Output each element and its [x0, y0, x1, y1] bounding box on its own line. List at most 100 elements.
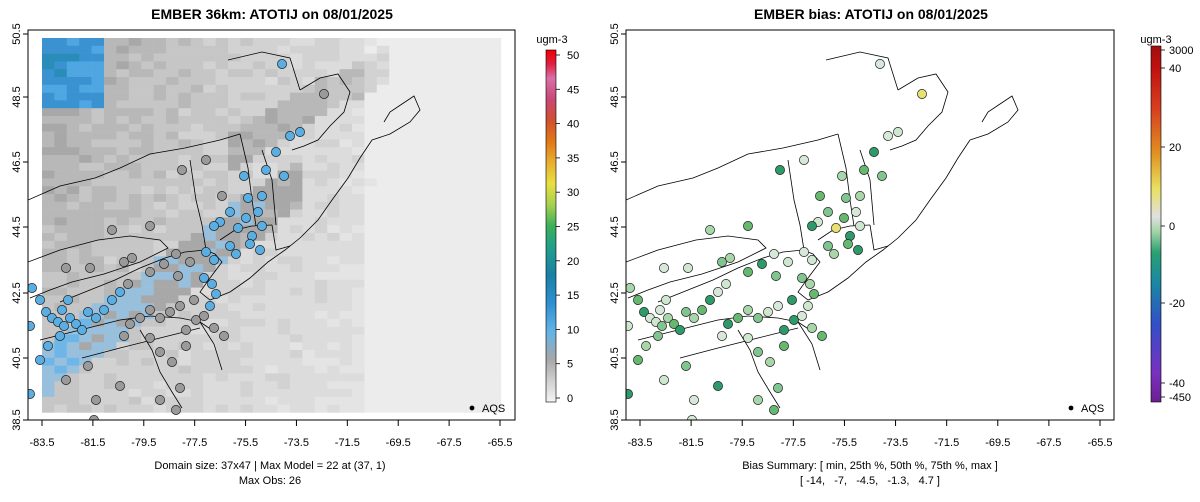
- grid-cell: [476, 84, 489, 93]
- grid-cell: [476, 334, 489, 343]
- left-title: EMBER 36km: ATOTIJ on 08/01/2025: [151, 6, 393, 22]
- grid-cell: [178, 147, 192, 156]
- grid-cell: [240, 264, 254, 273]
- station-marker: [209, 323, 219, 333]
- grid-cell: [488, 287, 502, 296]
- grid-cell: [178, 155, 192, 164]
- grid-cell: [389, 233, 402, 242]
- grid-cell: [389, 350, 402, 359]
- grid-cell: [339, 201, 353, 210]
- grid-cell: [79, 123, 92, 132]
- grid-cell: [91, 69, 105, 78]
- grid-cell: [91, 53, 105, 62]
- grid-cell: [327, 256, 340, 265]
- grid-cell: [327, 201, 340, 210]
- grid-cell: [178, 389, 192, 398]
- station-marker: [705, 225, 715, 235]
- grid-cell: [66, 45, 80, 54]
- grid-cell: [215, 303, 229, 312]
- grid-cell: [79, 256, 92, 265]
- grid-cell: [54, 194, 68, 203]
- grid-cell: [42, 131, 55, 140]
- grid-cell: [153, 373, 167, 382]
- grid-cell: [54, 38, 68, 47]
- grid-cell: [153, 84, 167, 93]
- grid-cell: [166, 233, 179, 242]
- grid-cell: [178, 404, 192, 413]
- grid-cell: [314, 170, 328, 179]
- grid-cell: [178, 84, 192, 93]
- grid-cell: [438, 201, 452, 210]
- grid-cell: [352, 92, 365, 101]
- grid-cell: [141, 240, 154, 249]
- grid-cell: [401, 186, 415, 195]
- left-aqs-legend-label: AQS: [482, 403, 505, 415]
- grid-cell: [128, 147, 142, 156]
- grid-cell: [414, 279, 427, 288]
- grid-cell: [302, 357, 316, 366]
- grid-cell: [252, 365, 266, 374]
- grid-cell: [215, 209, 229, 218]
- grid-cell: [190, 311, 204, 320]
- grid-cell: [128, 365, 142, 374]
- grid-cell: [327, 225, 340, 234]
- grid-cell: [252, 123, 266, 132]
- grid-cell: [240, 225, 254, 234]
- grid-cell: [42, 318, 55, 327]
- grid-cell: [463, 162, 477, 171]
- grid-cell: [327, 350, 340, 359]
- grid-cell: [240, 365, 254, 374]
- boundary-line: [261, 149, 277, 226]
- grid-cell: [463, 155, 477, 164]
- grid-cell: [128, 303, 142, 312]
- grid-cell: [376, 139, 390, 148]
- grid-cell: [488, 131, 502, 140]
- grid-cell: [376, 295, 390, 304]
- grid-cell: [128, 342, 142, 351]
- station-marker: [209, 255, 219, 265]
- grid-cell: [314, 303, 328, 312]
- grid-cell: [66, 233, 80, 242]
- grid-cell: [79, 381, 92, 390]
- station-marker: [787, 295, 797, 305]
- station-marker: [841, 193, 851, 203]
- grid-cell: [426, 201, 440, 210]
- grid-cell: [203, 100, 216, 109]
- grid-cell: [240, 147, 254, 156]
- grid-cell: [265, 92, 278, 101]
- grid-cell: [426, 373, 440, 382]
- grid-cell: [141, 186, 154, 195]
- grid-cell: [66, 342, 80, 351]
- grid-cell: [302, 389, 316, 398]
- grid-cell: [153, 108, 167, 117]
- grid-cell: [166, 240, 179, 249]
- grid-cell: [104, 311, 117, 320]
- grid-cell: [302, 38, 316, 47]
- station-marker: [177, 165, 187, 175]
- grid-cell: [178, 92, 192, 101]
- grid-cell: [451, 209, 464, 218]
- grid-cell: [128, 240, 142, 249]
- grid-cell: [389, 77, 402, 86]
- grid-cell: [79, 45, 92, 54]
- grid-cell: [327, 279, 340, 288]
- grid-cell: [54, 92, 68, 101]
- grid-cell: [91, 178, 105, 187]
- grid-cell: [203, 201, 216, 210]
- station-marker: [773, 301, 783, 311]
- grid-cell: [203, 170, 216, 179]
- grid-cell: [54, 365, 68, 374]
- grid-cell: [66, 69, 80, 78]
- grid-cell: [414, 240, 427, 249]
- grid-cell: [265, 194, 278, 203]
- grid-cell: [364, 233, 378, 242]
- grid-cell: [190, 92, 204, 101]
- grid-cell: [252, 155, 266, 164]
- grid-cell: [389, 287, 402, 296]
- grid-cell: [376, 381, 390, 390]
- grid-cell: [104, 178, 117, 187]
- grid-cell: [488, 92, 502, 101]
- grid-cell: [389, 186, 402, 195]
- grid-cell: [42, 123, 55, 132]
- grid-cell: [265, 365, 278, 374]
